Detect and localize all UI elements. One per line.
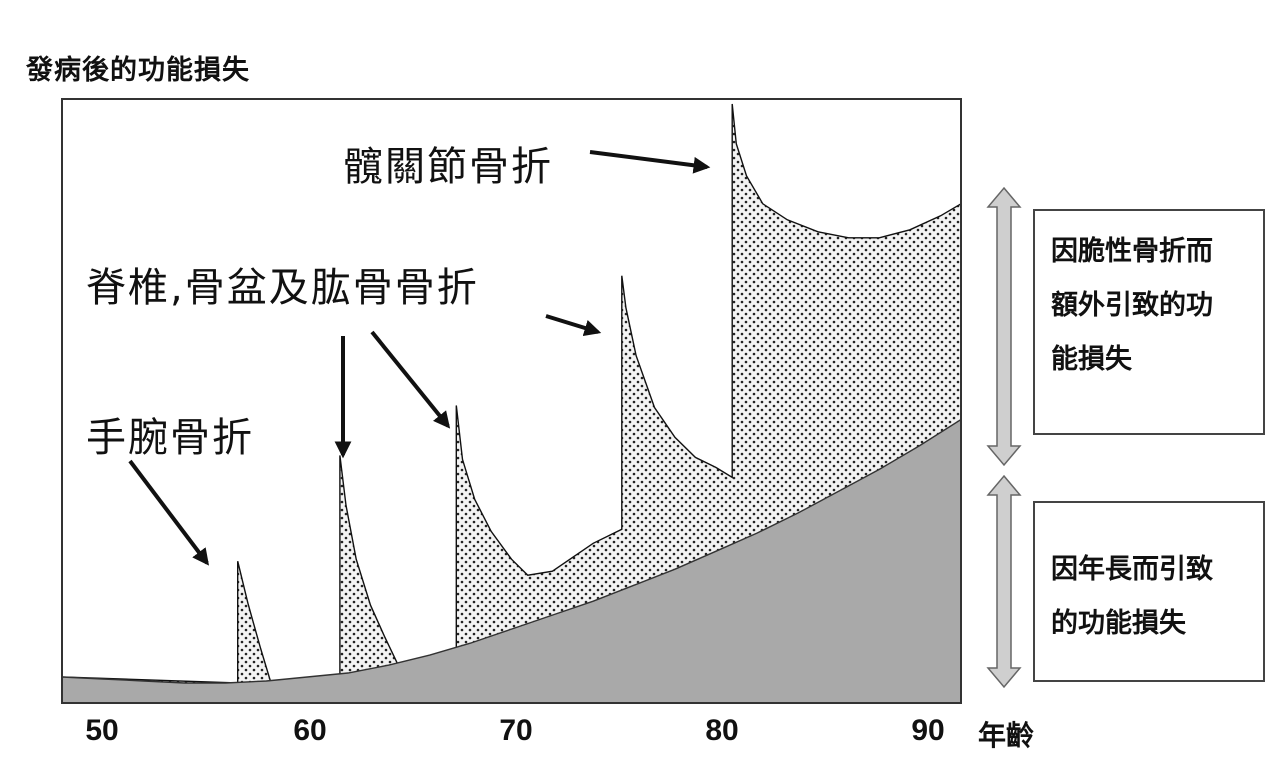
legend-arrow-fracture bbox=[986, 186, 1022, 467]
legend-fracture-loss: 因脆性骨折而 額外引致的功 能損失 bbox=[1033, 209, 1265, 435]
legend-line: 因脆性骨折而 bbox=[1051, 236, 1213, 267]
legend-age-loss: 因年長而引致 的功能損失 bbox=[1033, 501, 1265, 682]
x-tick-label: 60 bbox=[293, 714, 327, 747]
x-axis-label: 年齡 bbox=[978, 719, 1035, 752]
annotation-hip-fracture: 髖關節骨折 bbox=[343, 144, 553, 190]
legend-line: 的功能損失 bbox=[1051, 608, 1186, 639]
y-axis-label: 發病後的功能損失 bbox=[26, 55, 250, 86]
annotation-wrist-fracture: 手腕骨折 bbox=[86, 415, 254, 461]
legend-line: 能損失 bbox=[1051, 344, 1132, 375]
legend-line: 因年長而引致 bbox=[1051, 554, 1213, 585]
legend-line: 額外引致的功 bbox=[1051, 290, 1213, 321]
hip-arrow bbox=[589, 150, 711, 174]
annotation-spine-fracture: 脊椎,骨盆及肱骨骨折 bbox=[86, 265, 479, 311]
x-tick-label: 50 bbox=[85, 714, 119, 747]
spine-arrow-3 bbox=[545, 314, 602, 337]
legend-arrow-age bbox=[986, 474, 1022, 689]
x-tick-label: 90 bbox=[911, 714, 945, 747]
spine-arrow-2 bbox=[370, 330, 451, 429]
x-tick-label: 80 bbox=[705, 714, 739, 747]
plot-frame bbox=[61, 98, 962, 704]
x-tick-label: 70 bbox=[499, 714, 533, 747]
series-age-area bbox=[61, 418, 962, 704]
wrist-arrow bbox=[128, 459, 210, 566]
